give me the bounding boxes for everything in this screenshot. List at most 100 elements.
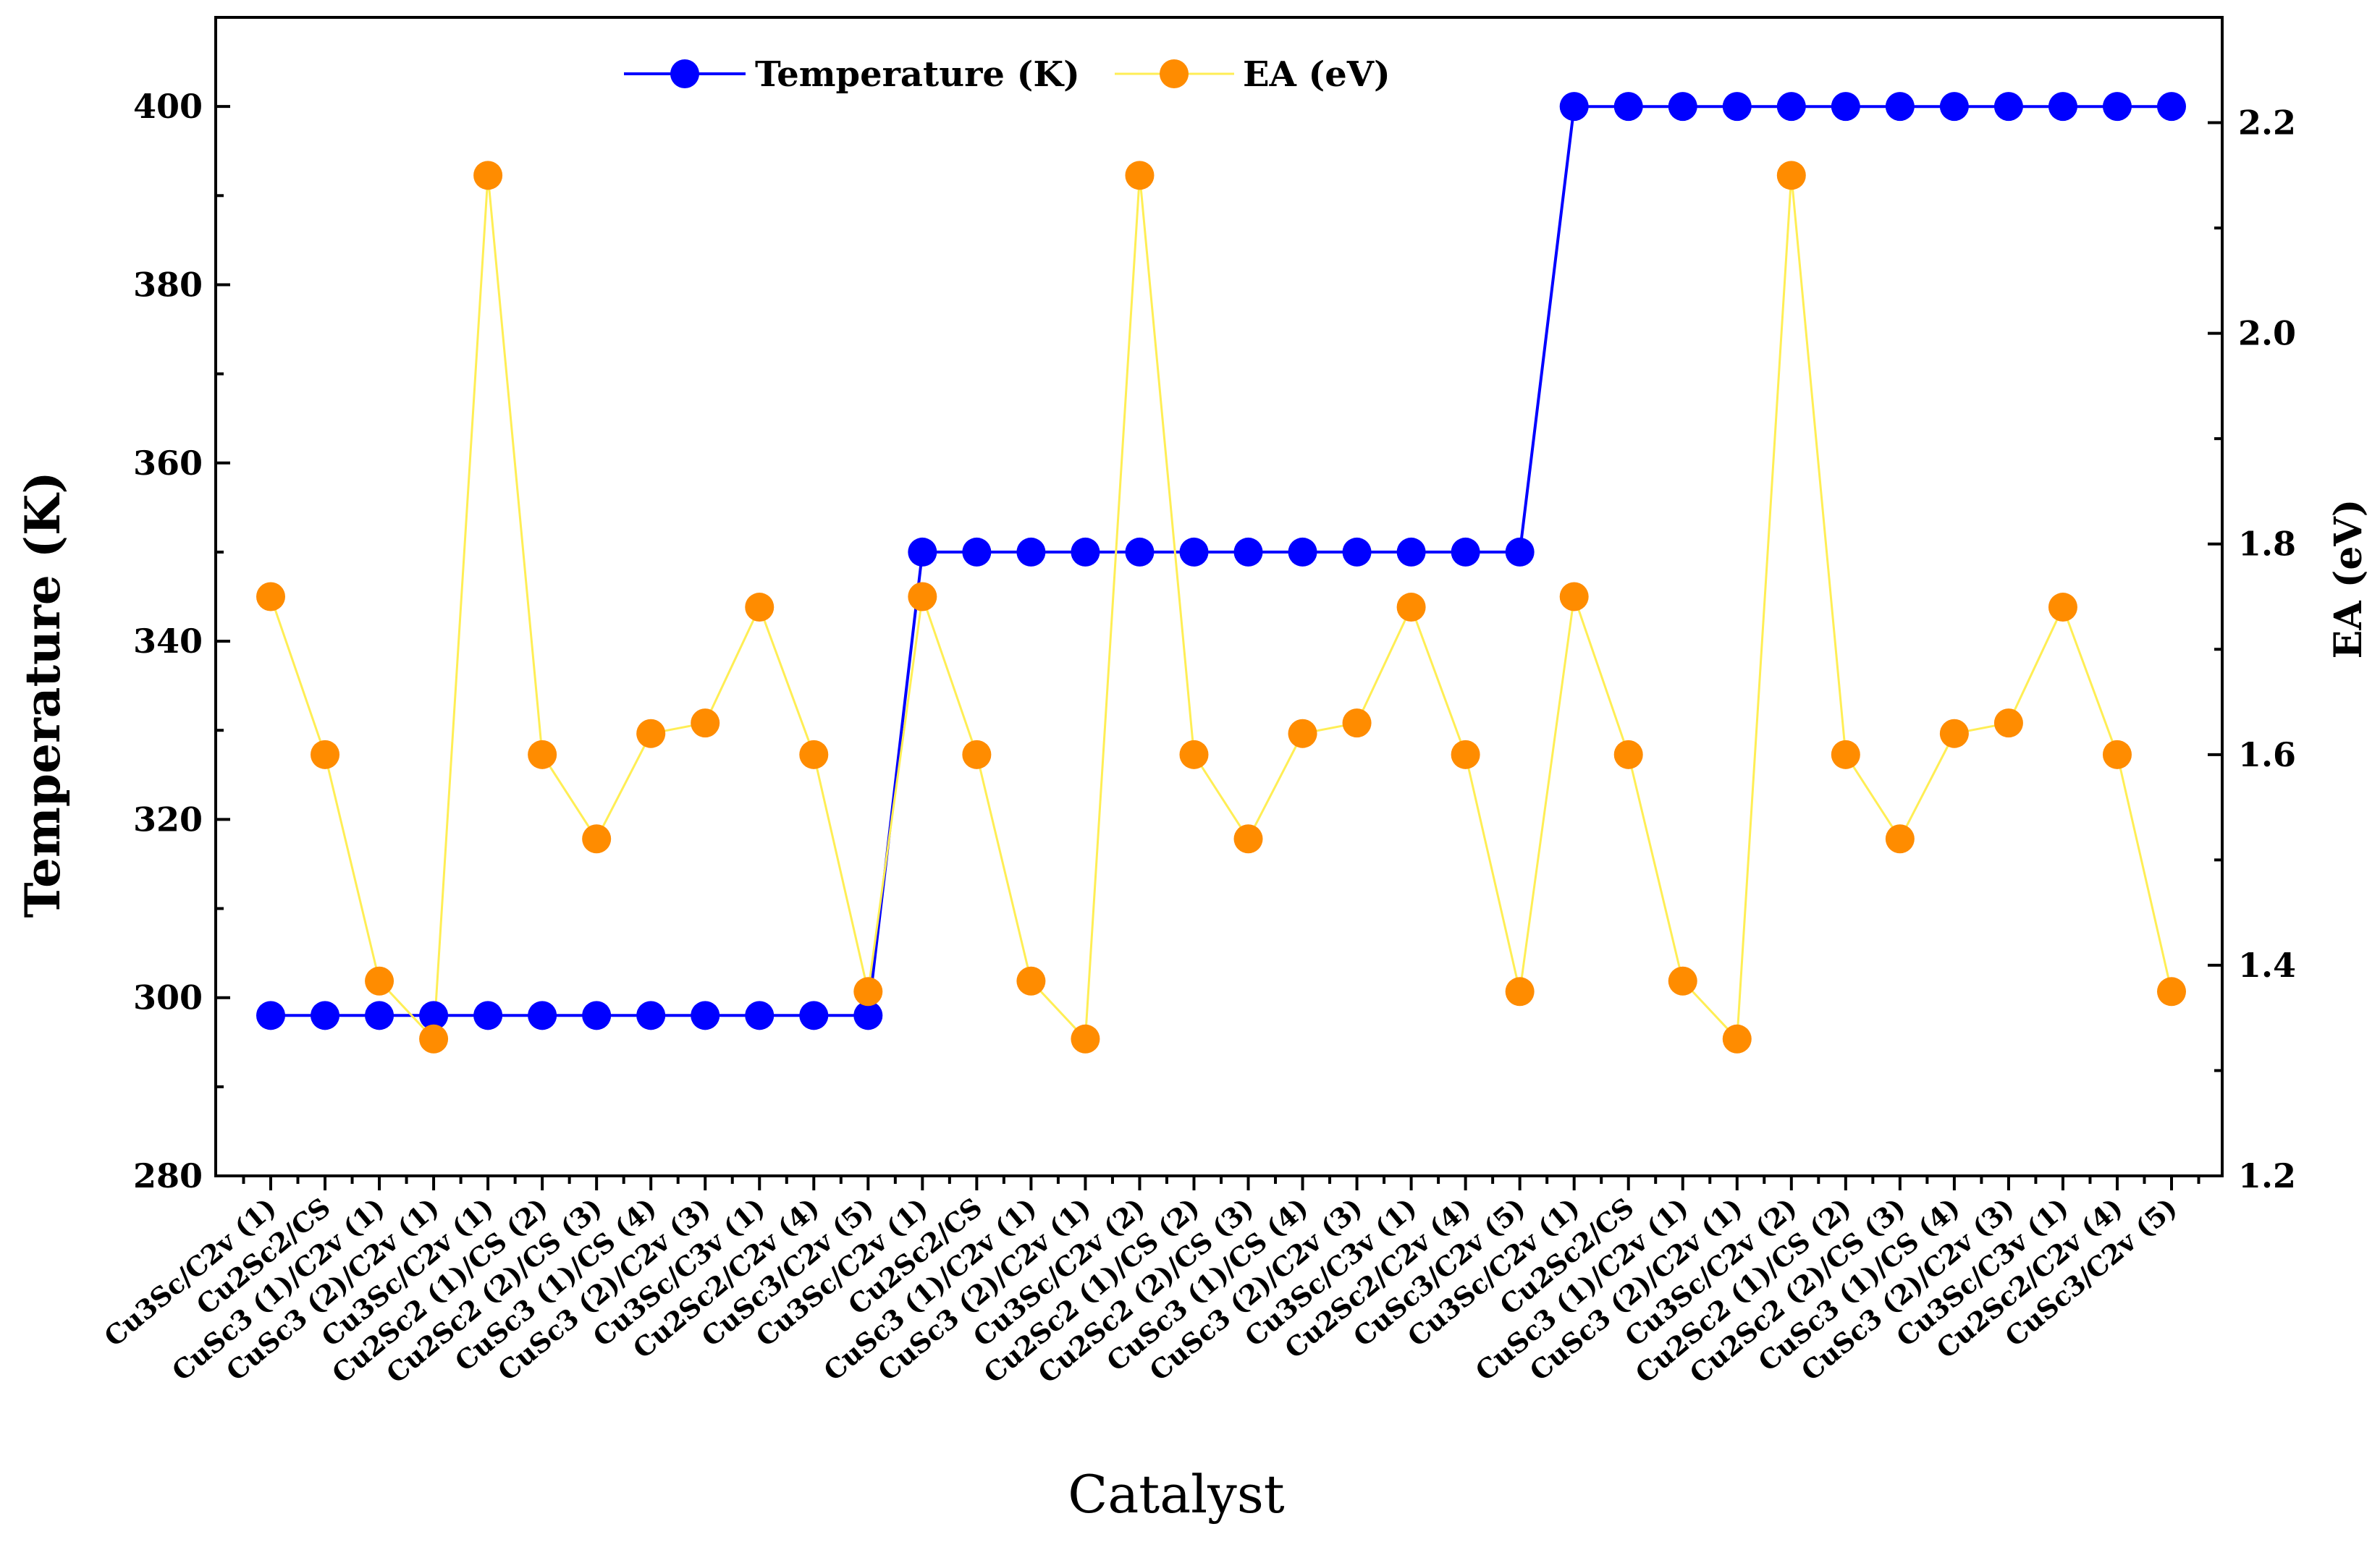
temperature-point [908,537,937,567]
ea-point [1993,708,2023,738]
ea-point [1233,824,1263,854]
temperature-point [1016,537,1046,567]
ea-point [1342,708,1372,738]
y-tick-label: 340 [133,622,203,661]
temperature-point [1668,92,1697,122]
ea-point [691,708,720,738]
ea-point [908,582,937,611]
temperature-point [1342,537,1372,567]
ea-point [1668,966,1697,996]
plot-axes: 2803003203403603804001.21.41.61.82.02.2C… [98,16,2296,1389]
temperature-point [365,1001,394,1030]
ea-point [2102,740,2132,769]
temperature-point [528,1001,557,1030]
y2-tick-label: 2.2 [2238,103,2296,143]
ea-point [853,977,883,1007]
ea-point [1125,161,1155,190]
y2-tick-label: 2.0 [2238,314,2296,353]
ea-point [1885,824,1915,854]
y-tick-label: 300 [133,978,203,1017]
legend-label-temperature: Temperature (K) [755,54,1080,95]
temperature-point [1776,92,1806,122]
ea-point [1939,719,1969,748]
temperature-point [745,1001,775,1030]
ea-point [1722,1024,1752,1054]
ea-point [636,719,666,748]
ea-point [1288,719,1317,748]
temperature-point [1071,537,1100,567]
legend-marker-ea [1160,59,1189,88]
y-tick-label: 400 [133,87,203,126]
temperature-point [582,1001,612,1030]
series-points [256,92,2186,1054]
temperature-point [1451,537,1480,567]
temperature-point [1288,537,1317,567]
temperature-point [799,1001,829,1030]
temperature-point [1831,92,1860,122]
x-axis-label: Catalyst [1068,1464,1285,1525]
temperature-point [1396,537,1426,567]
ea-point [528,740,557,769]
ea-point [365,966,394,996]
temperature-point [1613,92,1643,122]
series-line-temperature [271,105,2172,1017]
temperature-point [1722,92,1752,122]
temperature-point [256,1001,285,1030]
temperature-point [1233,537,1263,567]
temperature-point [419,1001,449,1030]
y-tick-label: 360 [133,444,203,483]
temperature-point [636,1001,666,1030]
y2-axis-label: EA (eV) [2326,499,2371,659]
y-tick-label: 320 [133,800,203,839]
temperature-point [473,1001,503,1030]
temperature-point [1179,537,1209,567]
y-tick-label: 380 [133,265,203,304]
y2-tick-label: 1.6 [2238,735,2296,774]
temperature-point [1559,92,1589,122]
ea-point [473,161,503,190]
ea-point [1776,161,1806,190]
temperature-point [691,1001,720,1030]
temperature-point [1993,92,2023,122]
ea-point [582,824,612,854]
ea-point [2157,977,2186,1007]
y2-tick-label: 1.8 [2238,525,2296,564]
series-lines [269,105,2173,1042]
y2-tick-label: 1.4 [2238,946,2296,985]
temperature-point [2157,92,2186,122]
y-axis-label: Temperature (K) [14,471,71,918]
series-line-ea [269,175,2173,1042]
ea-point [1559,582,1589,611]
temperature-point [962,537,992,567]
temperature-point [311,1001,340,1030]
temperature-point [2048,92,2077,122]
ea-point [962,740,992,769]
temperature-point [1505,537,1535,567]
temperature-point [2102,92,2132,122]
ea-point [1613,740,1643,769]
ea-point [1179,740,1209,769]
ea-point [311,740,340,769]
legend: Temperature (K) EA (eV) [624,54,1391,95]
ea-point [1071,1024,1100,1054]
ea-point [2048,593,2077,622]
ea-point [1396,593,1426,622]
ea-point [1505,977,1535,1007]
ea-point [745,593,775,622]
temperature-point [1125,537,1155,567]
temperature-point [1885,92,1915,122]
ea-point [419,1024,449,1054]
y2-tick-label: 1.2 [2238,1156,2296,1195]
legend-label-ea: EA (eV) [1243,54,1391,95]
plot-frame [214,16,2224,1177]
ea-point [1016,966,1046,996]
y-tick-label: 280 [133,1156,203,1195]
ea-point [799,740,829,769]
temperature-point [1939,92,1969,122]
ea-point [1831,740,1860,769]
ea-point [1451,740,1480,769]
temperature-point [853,1001,883,1030]
ea-point [256,582,285,611]
legend-marker-temperature [670,59,699,88]
